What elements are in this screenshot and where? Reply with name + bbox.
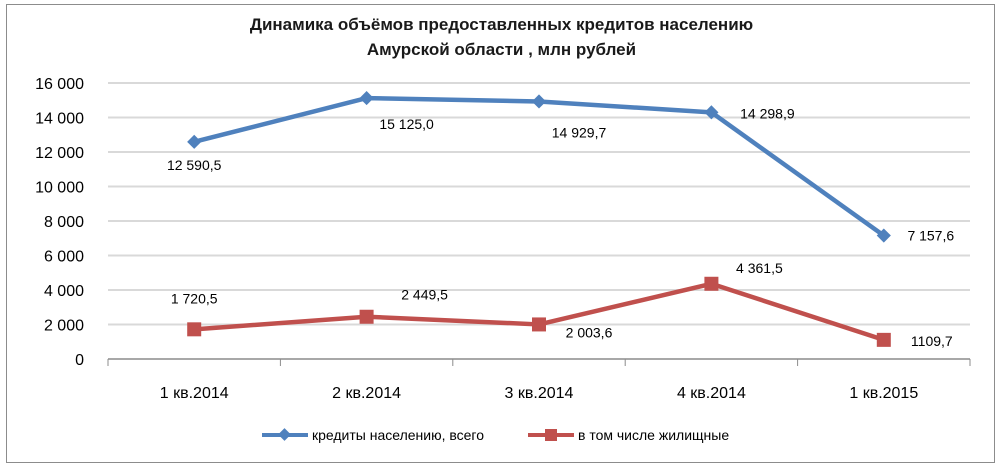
- legend-swatch-housing: [528, 424, 574, 446]
- legend-label-total: кредиты населению, всего: [312, 427, 485, 443]
- data-label: 14 298,9: [740, 105, 795, 121]
- data-label: 2 003,6: [566, 324, 613, 340]
- data-label: 2 449,5: [401, 287, 448, 303]
- x-category-label: 3 кв.2014: [505, 385, 574, 402]
- y-tick-label: 0: [75, 352, 84, 369]
- y-tick-label: 4 000: [44, 283, 84, 300]
- data-point-square: [876, 332, 891, 347]
- chart-frame: [6, 4, 995, 463]
- x-category-label: 1 кв.2015: [849, 385, 918, 402]
- gridlines: [108, 82, 970, 326]
- data-point-square: [532, 317, 546, 332]
- data-labels: 12 590,5 15 125,0 14 929,7 14 298,9 7 157,6 1…: [167, 105, 954, 349]
- series-group: [187, 91, 891, 347]
- chart-title: Динамика объёмов предоставленных кредито…: [0, 12, 1003, 62]
- legend-item-housing: в том числе жилищные: [528, 424, 729, 446]
- x-category-label: 2 кв.2014: [332, 385, 401, 402]
- data-label: 14 929,7: [552, 124, 607, 140]
- data-label: 15 125,0: [379, 116, 434, 132]
- x-axis: 1 кв.2014 2 кв.2014 3 кв.2014 4 кв.2014 1 кв…: [107, 358, 971, 402]
- data-point-diamond: [704, 105, 719, 120]
- data-label: 7 157,6: [907, 228, 954, 244]
- legend-item-total: кредиты населению, всего: [262, 424, 484, 446]
- data-point-diamond: [531, 94, 547, 109]
- data-point-diamond: [876, 228, 891, 243]
- y-tick-label: 10 000: [35, 180, 84, 197]
- data-point-diamond: [187, 134, 202, 149]
- chart-title-line-2: Амурской области , млн рублей: [366, 40, 637, 59]
- x-category-label: 4 кв.2014: [677, 385, 746, 402]
- data-label: 1 720,5: [171, 290, 218, 306]
- series-line-housing: [194, 281, 885, 342]
- y-axis-ticks: 0 2 000 4 000 6 000 8 000 10 000 12 000 14 000 1…: [35, 76, 84, 369]
- data-label: 4 361,5: [736, 260, 783, 276]
- y-tick-label: 2 000: [44, 318, 84, 335]
- data-point-square: [704, 276, 719, 291]
- y-tick-label: 12 000: [35, 145, 84, 162]
- legend: кредиты населению, всего в том числе жил…: [0, 424, 1003, 446]
- data-label: 1109,7: [911, 333, 953, 349]
- legend-swatch-total: [262, 424, 308, 446]
- legend-diamond-marker: [278, 428, 291, 441]
- chart-title-line-1: Динамика объёмов предоставленных кредито…: [249, 15, 754, 34]
- data-point-diamond: [359, 91, 374, 106]
- x-category-label: 1 кв.2014: [160, 385, 229, 402]
- y-tick-label: 6 000: [44, 249, 84, 266]
- data-point-square: [359, 309, 374, 324]
- y-tick-label: 16 000: [35, 76, 84, 93]
- y-tick-label: 14 000: [35, 111, 84, 128]
- data-label: 12 590,5: [167, 157, 222, 173]
- legend-label-housing: в том числе жилищные: [578, 427, 730, 443]
- data-point-square: [187, 322, 202, 337]
- legend-square-marker: [545, 429, 557, 441]
- y-tick-label: 8 000: [44, 214, 84, 231]
